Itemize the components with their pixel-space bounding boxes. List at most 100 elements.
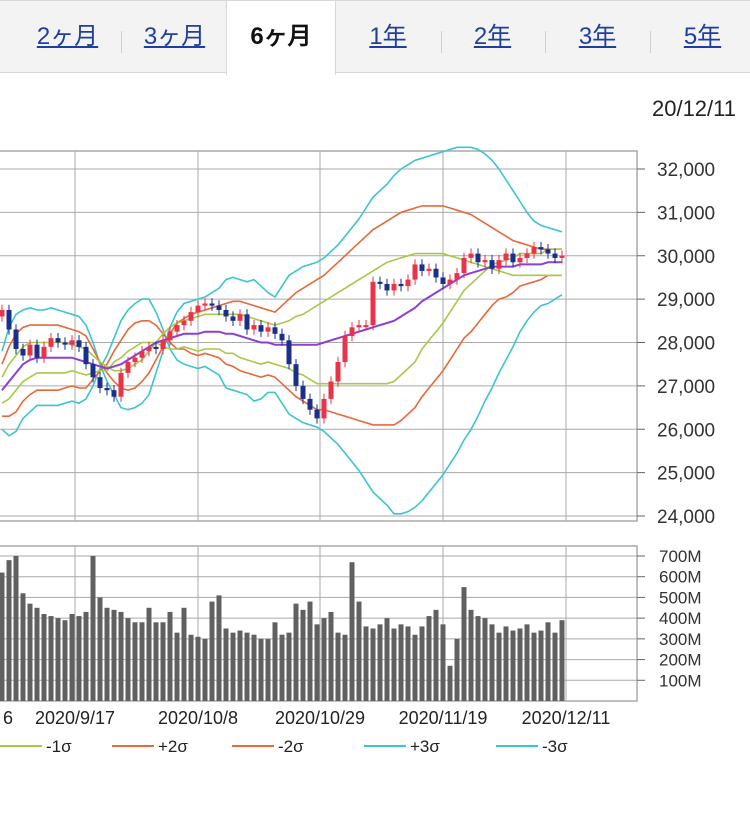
volume-bar	[209, 601, 215, 701]
candle-body	[363, 325, 369, 328]
volume-bar	[62, 620, 68, 701]
candle-body	[76, 340, 82, 347]
candle-body	[0, 309, 5, 317]
volume-bar	[349, 562, 355, 701]
volume-bar	[237, 630, 243, 701]
candle-body	[27, 344, 33, 356]
candle-body	[328, 381, 334, 399]
tab-separator	[441, 31, 442, 53]
candle-body	[202, 303, 208, 306]
series-plus-3-sigma	[1, 146, 563, 411]
candle-body	[90, 364, 96, 378]
period-tab-bar: 2ヶ月 3ヶ月 6ヶ月 1年 2年 3年 5年	[0, 0, 750, 75]
volume-bar	[13, 556, 19, 701]
series-plus-1-sigma	[1, 252, 562, 378]
volume-bar	[223, 628, 229, 701]
volume-bar	[153, 622, 159, 701]
volume-bar	[167, 611, 173, 701]
candle-body	[384, 283, 390, 291]
volume-bar	[55, 618, 61, 701]
tab-3-months[interactable]: 3ヶ月	[143, 23, 206, 50]
volume-bar	[321, 618, 327, 701]
candle-body	[517, 257, 523, 263]
volume-bar	[559, 620, 565, 701]
candle-body	[496, 260, 502, 269]
volume-bar	[531, 632, 537, 701]
legend-label: -1σ	[46, 737, 72, 756]
volume-bar	[272, 622, 278, 701]
candle-body	[524, 253, 530, 258]
candle-body	[342, 335, 348, 363]
date-tick-label: 6	[3, 708, 13, 728]
candle-body	[104, 388, 110, 391]
tab-6-months[interactable]: 6ヶ月	[226, 1, 336, 75]
tab-1-year[interactable]: 1年	[369, 23, 407, 50]
volume-bar	[97, 597, 103, 701]
tab-5-years[interactable]: 5年	[683, 23, 722, 50]
candle-body	[209, 303, 215, 306]
legend: -1σ +2σ -2σ +3σ -3σ	[0, 737, 568, 756]
volume-bar	[195, 636, 201, 701]
candle-body	[6, 309, 12, 330]
volume-bar	[258, 638, 264, 701]
candle-body	[447, 279, 453, 284]
volume-bar	[34, 607, 40, 701]
volume-bar	[125, 618, 131, 701]
volume-bar	[384, 618, 390, 701]
price-tick-label: 30,000	[657, 247, 715, 268]
volume-bar	[363, 626, 369, 701]
volume-bar	[538, 630, 544, 701]
volume-bar	[132, 622, 138, 701]
candle-body	[510, 253, 516, 263]
candle-body	[538, 247, 544, 250]
volume-bar	[377, 624, 383, 701]
candle-body	[545, 249, 551, 254]
volume-tick-label: 200M	[659, 651, 702, 670]
volume-bar	[76, 616, 82, 701]
volume-bar	[524, 624, 530, 701]
chart-date-label: 20/12/11	[651, 96, 736, 121]
volume-bar	[202, 638, 208, 701]
volume-bar	[433, 609, 439, 701]
volume-bar	[405, 626, 411, 701]
candle-body	[13, 329, 19, 350]
volume-bar	[104, 607, 110, 701]
candle-body	[349, 327, 355, 336]
tab-2-years[interactable]: 2年	[473, 23, 512, 50]
tab-separator	[121, 31, 122, 53]
volume-bar	[139, 622, 145, 701]
price-tick-label: 27,000	[657, 377, 715, 398]
candle-body	[286, 340, 292, 365]
candle-body	[475, 253, 481, 263]
volume-bar	[307, 601, 313, 701]
candle-body	[244, 314, 250, 330]
volume-bar	[510, 630, 516, 701]
candle-body	[153, 346, 159, 350]
candle-body	[188, 312, 194, 321]
candle-body	[559, 255, 565, 258]
candle-body	[314, 409, 320, 419]
candle-body	[195, 305, 201, 313]
price-tick-label: 24,000	[657, 507, 715, 528]
legend-label: +3σ	[410, 737, 440, 756]
date-tick-label: 2020/12/11	[522, 708, 611, 728]
date-tick-label: 2020/9/17	[35, 708, 115, 728]
candle-body	[34, 344, 40, 358]
price-panel: 32,000 31,000 30,000 29,000 28,000 27,000 26,0…	[0, 146, 715, 528]
tab-3-years[interactable]: 3年	[578, 23, 617, 50]
tab-2-months[interactable]: 2ヶ月	[36, 23, 99, 50]
date-tick-label: 2020/10/8	[158, 708, 238, 728]
series-minus-3-sigma	[1, 294, 563, 515]
volume-bar	[0, 572, 5, 701]
volume-bar	[412, 634, 418, 701]
volume-bar	[440, 624, 446, 701]
candle-body	[293, 364, 299, 386]
candle-body	[48, 338, 54, 347]
series-plus-2-sigma	[1, 205, 562, 392]
date-tick-label: 2020/10/29	[275, 708, 365, 728]
candle-body	[503, 253, 509, 261]
volume-bar	[489, 624, 495, 701]
candle-body	[412, 264, 418, 280]
candle-body	[391, 283, 397, 291]
